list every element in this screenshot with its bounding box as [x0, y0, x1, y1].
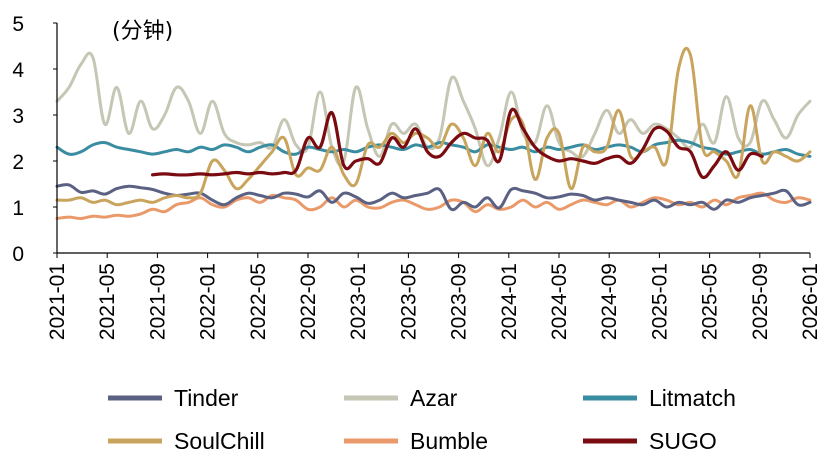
y-tick-label: 0 [12, 243, 24, 266]
series-line-azar [55, 51, 812, 168]
x-tick-label: 2022-09 [297, 263, 320, 340]
x-tick-label: 2021-09 [146, 263, 169, 340]
x-tick-label: 2023-05 [397, 263, 420, 340]
unit-label: (分钟) [112, 19, 173, 44]
y-tick-label: 5 [12, 13, 24, 36]
x-tick-label: 2026-01 [799, 263, 822, 340]
x-tick-label: 2025-09 [749, 263, 772, 340]
x-tick-label: 2021-05 [96, 263, 119, 340]
y-tick-label: 1 [12, 197, 24, 220]
x-tick-label: 2024-05 [548, 263, 571, 340]
x-tick-label: 2023-09 [448, 263, 471, 340]
x-tick-label: 2021-01 [46, 263, 69, 340]
x-tick-label: 2025-05 [699, 263, 722, 340]
x-tick-label: 2025-01 [648, 263, 671, 340]
y-tick-label: 3 [12, 105, 24, 128]
legend-label-sugo: SUGO [649, 428, 717, 454]
legend-label-soulchill: SoulChill [174, 428, 265, 454]
legend: Tinder Azar Litmatch SoulChill Bumble SUGO [108, 385, 736, 454]
axes-layer: 0 1 2 3 4 5 2021-01 2021-05 2021-09 2022-01 2022-0… [12, 13, 822, 340]
series-line-tinder [55, 183, 812, 212]
series-layer [55, 46, 812, 221]
x-tick-label: 2024-01 [498, 263, 521, 340]
x-tick-label: 2024-09 [598, 263, 621, 340]
x-tick-label: 2022-01 [197, 263, 220, 340]
legend-label-bumble: Bumble [410, 428, 488, 454]
legend-label-tinder: Tinder [174, 385, 239, 411]
legend-label-litmatch: Litmatch [649, 385, 736, 411]
series-line-sugo [151, 107, 764, 180]
legend-label-azar: Azar [410, 385, 458, 411]
y-tick-label: 4 [12, 59, 24, 82]
x-tick-label: 2023-01 [347, 263, 370, 340]
series-line-soulchill [55, 46, 812, 207]
y-tick-label: 2 [12, 151, 24, 174]
x-tick-label: 2022-05 [247, 263, 270, 340]
